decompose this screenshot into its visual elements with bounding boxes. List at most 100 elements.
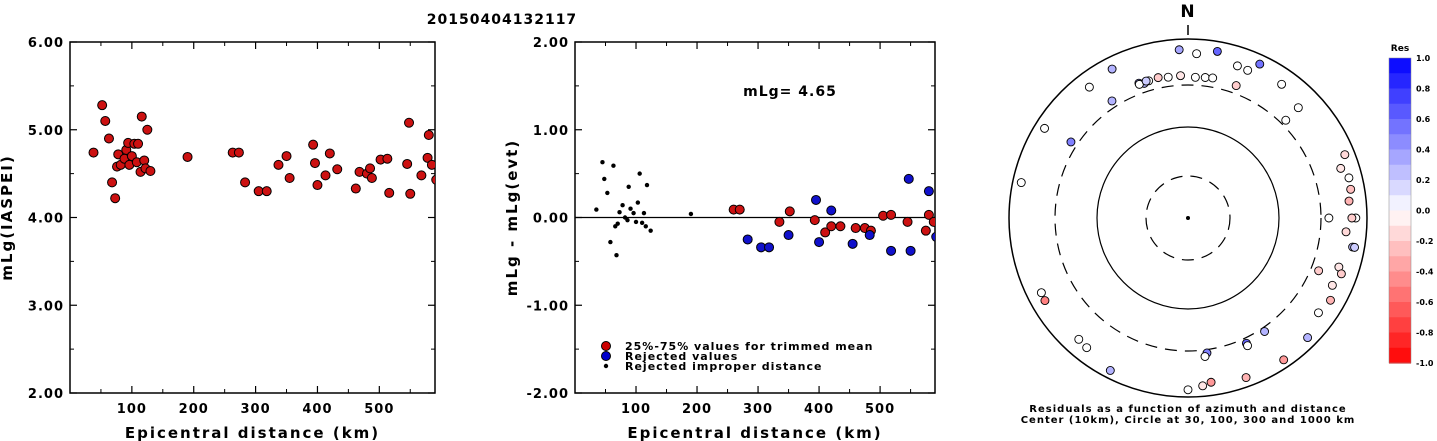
- improper-distance-point: [628, 206, 633, 211]
- data-point: [145, 165, 156, 176]
- colorbar-tick-label: 0.0: [1416, 207, 1431, 216]
- colorbar-swatch: [1389, 347, 1411, 364]
- improper-distance-point: [611, 163, 616, 168]
- data-point: [384, 187, 395, 198]
- station-point: [1346, 184, 1356, 194]
- x-tick-label: 300: [241, 402, 271, 417]
- plot-area: [594, 160, 935, 258]
- data-point: [431, 174, 435, 185]
- improper-distance-point: [633, 219, 639, 225]
- station-point: [1183, 385, 1193, 395]
- colorbar-swatch: [1389, 256, 1411, 273]
- station-point: [1036, 288, 1046, 298]
- station-point: [1163, 72, 1173, 82]
- colorbar-swatch: [1389, 149, 1411, 166]
- data-point: [308, 139, 319, 150]
- x-tick-label: 100: [621, 402, 651, 417]
- y-tick-label: 0.00: [533, 212, 569, 227]
- legend-label: Rejected improper distance: [625, 360, 822, 373]
- colorbar-swatch: [1389, 210, 1411, 227]
- station-point: [1176, 71, 1185, 81]
- trimmed-mean-point: [784, 206, 795, 217]
- rejected-point: [811, 194, 822, 205]
- colorbar-tick-label: -1.0: [1416, 359, 1434, 368]
- improper-distance-point: [648, 228, 653, 233]
- x-tick-label: 200: [179, 402, 209, 417]
- trimmed-mean-point: [928, 216, 935, 227]
- data-point: [309, 158, 320, 169]
- improper-distance-point: [626, 184, 631, 189]
- station-point: [1303, 333, 1313, 343]
- colorbar-tick-label: 0.6: [1416, 115, 1431, 124]
- middle-panel: 100 200 300 400 500 -2.00 -1.00 0.00 1.00 2.00 Epi…: [503, 36, 936, 441]
- legend-label: 25%-75% values for trimmed mean: [625, 340, 873, 353]
- station-point: [1198, 381, 1208, 391]
- station-point: [1327, 280, 1337, 290]
- improper-distance-point: [615, 221, 620, 226]
- x-tick-label: 200: [682, 402, 712, 417]
- data-point: [103, 133, 114, 144]
- station-point: [1192, 49, 1202, 59]
- data-point: [402, 158, 413, 169]
- ring-300km: [1054, 84, 1322, 352]
- legend-label: Rejected values: [625, 350, 738, 363]
- colorbar-swatch: [1389, 103, 1411, 120]
- trimmed-mean-point: [826, 221, 837, 232]
- colorbar-tick-label: 1.0: [1416, 54, 1431, 63]
- trimmed-mean-point: [850, 223, 861, 234]
- colorbar-tick-label: 0.2: [1416, 176, 1430, 185]
- improper-distance-point: [614, 253, 619, 258]
- station-point: [1107, 96, 1117, 106]
- trimmed-mean-point: [902, 216, 913, 227]
- colorbar-swatch: [1389, 302, 1411, 318]
- trimmed-mean-point: [835, 221, 846, 232]
- station-point: [1231, 81, 1241, 91]
- polar-caption: Center (10km), Circle at 30, 100, 300 an…: [1021, 415, 1356, 426]
- station-point: [1350, 242, 1360, 252]
- data-point: [142, 124, 153, 135]
- legend-marker: [603, 363, 609, 369]
- data-point: [284, 173, 295, 184]
- station-point: [1200, 73, 1210, 82]
- colorbar-swatch: [1389, 317, 1411, 334]
- data-point: [100, 115, 111, 126]
- x-tick-label: 500: [364, 402, 394, 417]
- station-point: [1212, 46, 1222, 56]
- data-point: [133, 138, 144, 149]
- y-axis-label: mLg(IASPEI): [0, 154, 16, 280]
- data-point: [233, 147, 244, 158]
- improper-distance-point: [641, 210, 647, 216]
- colorbar-swatch: [1389, 164, 1411, 181]
- data-point: [281, 151, 292, 162]
- station-point: [1340, 150, 1350, 160]
- improper-distance-point: [637, 171, 642, 176]
- x-tick-label: 400: [804, 402, 834, 417]
- colorbar-tick-label: -0.6: [1416, 298, 1434, 307]
- colorbar-swatch: [1389, 58, 1411, 74]
- x-axis-label: Epicentral distance (km): [627, 424, 882, 441]
- station-point: [1344, 196, 1354, 206]
- trimmed-mean-point: [774, 216, 785, 227]
- station-point: [1040, 123, 1050, 133]
- improper-distance-point: [625, 217, 630, 223]
- station-point: [1324, 213, 1334, 223]
- improper-distance-point: [620, 203, 625, 208]
- data-point: [422, 152, 433, 163]
- station-point: [1336, 163, 1346, 173]
- data-point: [324, 148, 335, 159]
- station-point: [1344, 173, 1354, 183]
- colorbar-swatch: [1389, 119, 1411, 135]
- colorbar-swatch: [1389, 195, 1411, 212]
- station-point: [1336, 269, 1346, 279]
- data-point: [382, 153, 393, 164]
- plot-frame: [69, 41, 436, 394]
- improper-distance-point: [644, 182, 650, 188]
- rejected-point: [864, 230, 875, 241]
- colorbar-swatch: [1389, 225, 1411, 242]
- improper-distance-point: [594, 207, 599, 212]
- improper-distance-point: [643, 224, 648, 229]
- colorbar-swatch: [1389, 286, 1411, 303]
- rejected-point: [742, 234, 753, 245]
- colorbar-swatch: [1389, 88, 1411, 105]
- x-tick-label: 400: [302, 402, 332, 417]
